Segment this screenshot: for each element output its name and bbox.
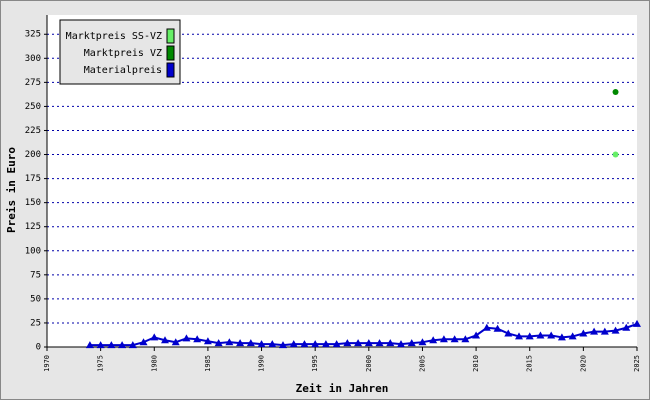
x-tick-label: 1975 [97,355,105,372]
point [139,338,148,346]
legend-label: Materialpreis [84,65,162,76]
point [107,341,116,349]
y-tick-label: 25 [30,318,41,328]
point [622,323,631,331]
point [343,339,352,347]
point [590,327,599,335]
legend-swatch [166,62,175,78]
point [461,335,470,343]
x-tick-label: 1985 [204,355,212,372]
point [612,88,619,95]
legend-label: Marktpreis SS-VZ [66,31,162,42]
point [579,329,588,337]
point [257,340,266,348]
x-tick-label: 2000 [365,355,373,372]
point [429,336,438,344]
y-tick-label: 300 [25,54,41,64]
x-tick-label: 1970 [43,355,51,372]
point [482,323,491,331]
point [515,332,523,340]
point [171,338,180,346]
point [407,339,416,347]
point [96,341,105,349]
point [493,324,502,332]
point [611,326,620,334]
point [311,340,320,348]
point [504,329,513,337]
point [225,338,234,346]
point [472,331,481,339]
point [397,340,405,348]
x-tick-label: 2010 [472,355,480,372]
legend-swatch [166,45,175,61]
point [214,339,223,347]
legend-label: Marktpreis VZ [84,48,162,59]
point [386,339,395,347]
point [332,340,341,348]
y-tick-label: 275 [25,78,41,88]
point [203,337,212,345]
point [547,331,556,339]
legend-swatch [166,28,175,44]
point [568,332,577,340]
x-tick-label: 2015 [526,355,534,372]
point [289,340,298,348]
point [300,340,309,348]
point [161,336,169,344]
point [557,333,566,341]
y-tick-label: 75 [30,270,41,280]
point [246,339,255,347]
x-tick-label: 2020 [579,355,587,372]
point [118,341,127,349]
y-tick-label: 0 [36,343,41,353]
y-tick-label: 100 [25,246,41,256]
y-tick-label: 200 [25,150,41,160]
y-tick-label: 225 [25,126,41,136]
point [612,151,619,158]
point [182,334,191,342]
point [354,339,363,347]
y-tick-label: 150 [25,198,41,208]
point [236,339,245,347]
point [128,341,137,349]
x-tick-label: 2005 [418,355,426,372]
x-tick-label: 1990 [258,355,266,372]
point [193,335,202,343]
point [364,339,373,347]
x-tick-label: 1980 [150,355,158,372]
point [418,338,427,346]
y-tick-label: 50 [30,294,41,304]
point [150,333,159,341]
point [633,319,641,327]
x-axis-label: Zeit in Jahren [296,382,389,395]
x-tick-label: 1995 [311,355,319,372]
point [536,331,545,339]
point [600,327,609,335]
y-tick-label: 125 [25,222,41,232]
x-tick-label: 2025 [633,355,641,372]
point [525,332,534,340]
point [279,341,287,349]
point [85,341,94,349]
y-tick-label: 325 [25,30,41,40]
series-line [89,322,638,347]
y-tick-label: 175 [25,174,41,184]
point [321,340,330,348]
point [450,335,459,343]
y-axis-label: Preis in Euro [5,147,18,233]
y-tick-label: 250 [25,102,41,112]
legend-box [59,19,181,85]
point [268,340,277,348]
point [439,335,448,343]
point [375,339,384,347]
legend: Marktpreis SS-VZ Marktpreis VZ Materialpre… [59,19,181,85]
